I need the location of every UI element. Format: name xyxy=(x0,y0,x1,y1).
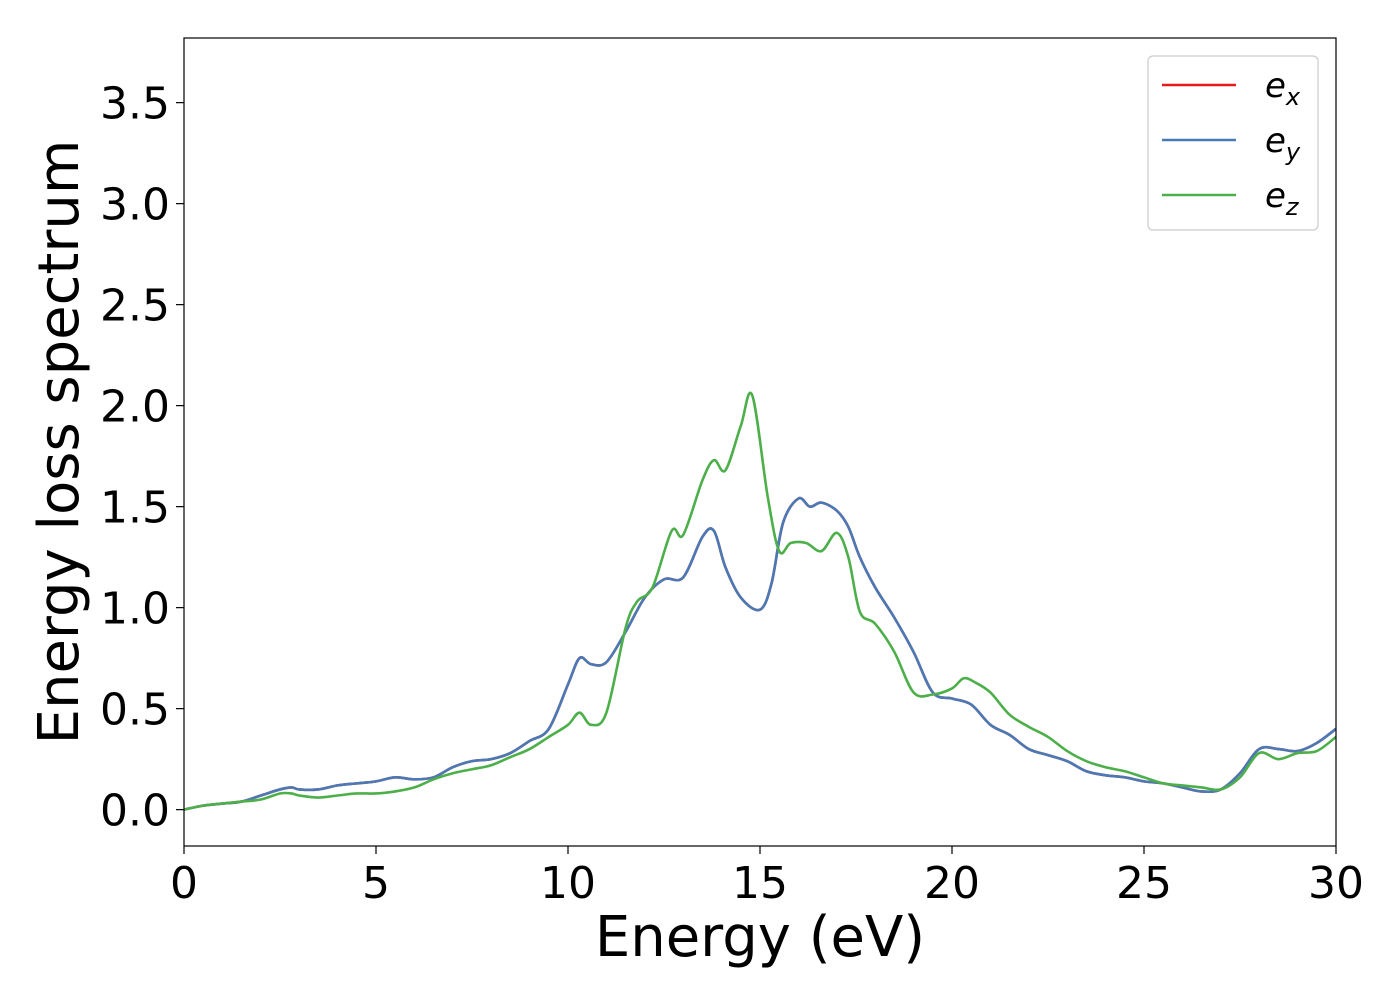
y-tick-label: 1.5 xyxy=(100,483,170,534)
x-tick-label: 30 xyxy=(1308,858,1364,909)
series-line-x xyxy=(184,496,1336,811)
x-tick-label: 20 xyxy=(924,858,980,909)
x-axis-title: Energy (eV) xyxy=(595,905,925,970)
legend: ex ey ez xyxy=(1147,55,1319,231)
y-tick-label: 3.0 xyxy=(100,180,170,231)
y-axis: 0.0 0.5 1.0 1.5 2.0 2.5 3.0 3.5 xyxy=(100,79,184,837)
legend-label-y: ey xyxy=(1265,121,1301,166)
x-tick-label: 0 xyxy=(170,858,198,909)
legend-box xyxy=(1147,55,1319,231)
series-layer xyxy=(184,391,1336,811)
y-tick-label: 2.5 xyxy=(100,281,170,332)
x-tick-label: 5 xyxy=(362,858,390,909)
x-tick-label: 10 xyxy=(540,858,596,909)
x-tick-label: 25 xyxy=(1116,858,1172,909)
x-tick-label: 15 xyxy=(732,858,788,909)
legend-label-z: ez xyxy=(1265,176,1300,221)
y-tick-label: 2.0 xyxy=(100,382,170,433)
series-line-z xyxy=(184,391,1336,811)
y-tick-label: 1.0 xyxy=(100,584,170,635)
legend-label-x: ex xyxy=(1265,66,1301,111)
y-axis-title: Energy loss spectrum xyxy=(27,140,92,745)
x-axis: 0 5 10 15 20 25 30 xyxy=(170,846,1364,909)
y-tick-label: 3.5 xyxy=(100,79,170,130)
y-tick-label: 0.5 xyxy=(100,685,170,736)
y-tick-label: 0.0 xyxy=(100,786,170,837)
series-line-y xyxy=(184,496,1336,811)
